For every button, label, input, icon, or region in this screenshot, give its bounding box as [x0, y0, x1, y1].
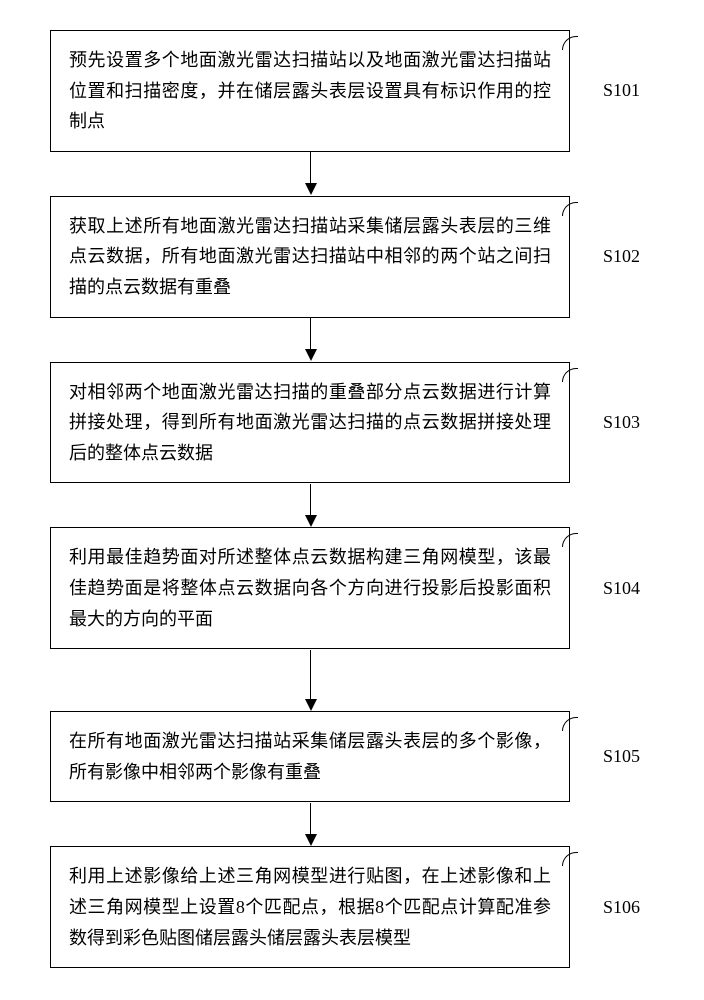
- arrow-line-2: [310, 318, 312, 350]
- step-container-4: 利用最佳趋势面对所述整体点云数据构建三角网模型，该最佳趋势面是将整体点云数据向各…: [50, 527, 654, 649]
- arrow-head-3: [305, 515, 317, 527]
- flowchart-container: 预先设置多个地面激光雷达扫描站以及地面激光雷达扫描站位置和扫描密度，并在储层露头…: [50, 30, 654, 968]
- arrow-3: [305, 483, 317, 527]
- arrow-line-3: [310, 484, 312, 516]
- arrow-5: [305, 802, 317, 846]
- arrow-2: [305, 318, 317, 362]
- step-box-5: 在所有地面激光雷达扫描站采集储层露头表层的多个影像，所有影像中相邻两个影像有重叠: [50, 711, 570, 802]
- step-label-3: S103: [603, 412, 640, 433]
- step-label-6: S106: [603, 897, 640, 918]
- step-label-2: S102: [603, 246, 640, 267]
- step-label-4: S104: [603, 578, 640, 599]
- arrow-line-5: [310, 803, 312, 835]
- arrow-4: [305, 649, 317, 711]
- step-box-4: 利用最佳趋势面对所述整体点云数据构建三角网模型，该最佳趋势面是将整体点云数据向各…: [50, 527, 570, 649]
- step-container-6: 利用上述影像给上述三角网模型进行贴图，在上述影像和上述三角网模型上设置8个匹配点…: [50, 846, 654, 968]
- step-container-5: 在所有地面激光雷达扫描站采集储层露头表层的多个影像，所有影像中相邻两个影像有重叠…: [50, 711, 654, 802]
- step-text-3: 对相邻两个地面激光雷达扫描的重叠部分点云数据进行计算拼接处理，得到所有地面激光雷…: [69, 382, 551, 463]
- step-text-4: 利用最佳趋势面对所述整体点云数据构建三角网模型，该最佳趋势面是将整体点云数据向各…: [69, 547, 551, 628]
- step-text-5: 在所有地面激光雷达扫描站采集储层露头表层的多个影像，所有影像中相邻两个影像有重叠: [69, 731, 551, 782]
- step-container-3: 对相邻两个地面激光雷达扫描的重叠部分点云数据进行计算拼接处理，得到所有地面激光雷…: [50, 362, 654, 484]
- step-box-6: 利用上述影像给上述三角网模型进行贴图，在上述影像和上述三角网模型上设置8个匹配点…: [50, 846, 570, 968]
- arrow-1: [305, 152, 317, 196]
- arrow-head-1: [305, 183, 317, 195]
- step-text-1: 预先设置多个地面激光雷达扫描站以及地面激光雷达扫描站位置和扫描密度，并在储层露头…: [69, 50, 551, 131]
- step-text-2: 获取上述所有地面激光雷达扫描站采集储层露头表层的三维点云数据，所有地面激光雷达扫…: [69, 216, 551, 297]
- step-box-3: 对相邻两个地面激光雷达扫描的重叠部分点云数据进行计算拼接处理，得到所有地面激光雷…: [50, 362, 570, 484]
- arrow-head-5: [305, 834, 317, 846]
- step-text-6: 利用上述影像给上述三角网模型进行贴图，在上述影像和上述三角网模型上设置8个匹配点…: [69, 866, 551, 947]
- arrow-head-2: [305, 349, 317, 361]
- arrow-line-4: [310, 650, 312, 700]
- step-container-1: 预先设置多个地面激光雷达扫描站以及地面激光雷达扫描站位置和扫描密度，并在储层露头…: [50, 30, 654, 152]
- arrow-head-4: [305, 699, 317, 711]
- step-container-2: 获取上述所有地面激光雷达扫描站采集储层露头表层的三维点云数据，所有地面激光雷达扫…: [50, 196, 654, 318]
- arrow-line-1: [310, 152, 312, 184]
- step-label-5: S105: [603, 746, 640, 767]
- step-box-2: 获取上述所有地面激光雷达扫描站采集储层露头表层的三维点云数据，所有地面激光雷达扫…: [50, 196, 570, 318]
- step-box-1: 预先设置多个地面激光雷达扫描站以及地面激光雷达扫描站位置和扫描密度，并在储层露头…: [50, 30, 570, 152]
- step-label-1: S101: [603, 80, 640, 101]
